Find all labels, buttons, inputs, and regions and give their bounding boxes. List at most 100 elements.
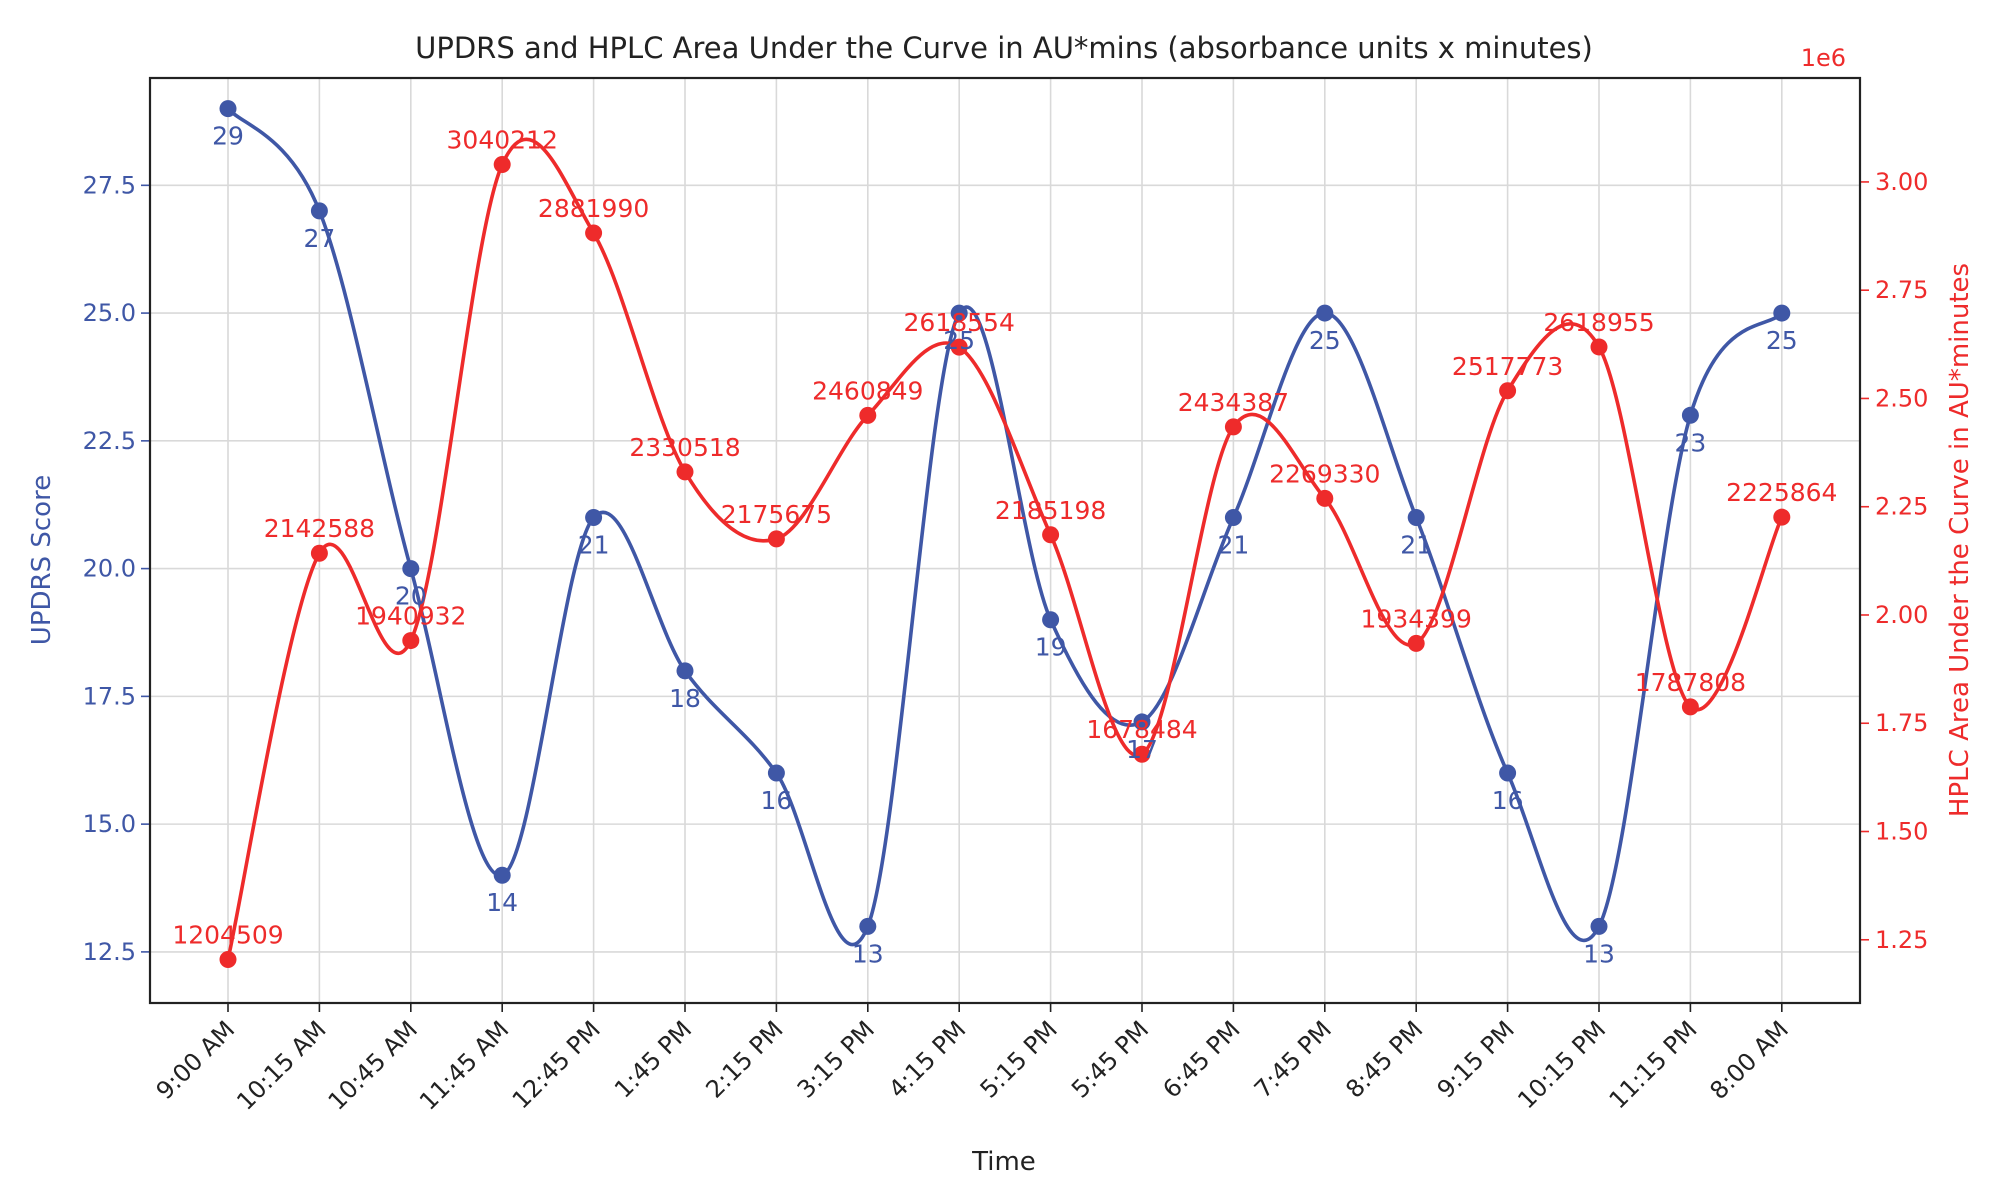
right-y-tick-label: 2.50 (1875, 384, 1928, 412)
hplc-data-label: 1787808 (1635, 668, 1746, 697)
hplc-data-point (1499, 382, 1517, 400)
left-y-axis-label: UPDRS Score (27, 475, 57, 645)
right-y-tick-label: 2.00 (1875, 601, 1928, 629)
x-tick-label: 11:45 AM (414, 1015, 514, 1115)
hplc-data-point (219, 950, 237, 968)
hplc-data-label: 2517773 (1452, 352, 1563, 381)
hplc-data-point (1773, 508, 1791, 526)
hplc-data-label: 1678484 (1086, 715, 1197, 744)
hplc-data-label: 2434387 (1178, 388, 1289, 417)
x-tick-label: 10:45 AM (323, 1015, 423, 1115)
hplc-data-label: 1940932 (355, 602, 466, 631)
updrs-data-label: 25 (1766, 326, 1798, 355)
updrs-data-point (1773, 304, 1791, 322)
x-axis-label: Time (971, 1147, 1036, 1177)
updrs-data-point (585, 509, 603, 527)
data-labels: 29 27 20 14 21 18 16 13 25 19 17 21 25 21 16 13 23 25 1204… (172, 122, 1837, 969)
left-y-tick-label: 25.0 (83, 299, 136, 327)
hplc-data-label: 2142588 (264, 514, 375, 543)
updrs-data-label: 20 (395, 582, 427, 611)
updrs-data-point (402, 560, 420, 578)
hplc-data-point (1681, 698, 1699, 716)
updrs-data-point (1590, 917, 1608, 935)
hplc-data-point (1407, 634, 1425, 652)
hplc-data-point (402, 632, 420, 650)
series-layer (219, 100, 1791, 968)
hplc-data-label: 1204509 (172, 920, 283, 949)
hplc-data-label: 2881990 (538, 194, 649, 223)
right-axis-multiplier: 1e6 (1801, 44, 1846, 72)
updrs-data-point (219, 100, 237, 118)
updrs-data-label: 13 (852, 939, 884, 968)
left-y-tick-label: 15.0 (83, 810, 136, 838)
hplc-data-point (1590, 338, 1608, 356)
x-tick-label: 11:15 PM (1604, 1015, 1703, 1114)
updrs-data-label: 21 (1400, 531, 1432, 560)
x-tick-label: 8:00 AM (1704, 1015, 1794, 1105)
x-tick-label: 8:45 PM (1340, 1015, 1428, 1103)
updrs-series-line (226, 107, 1784, 947)
hplc-data-point (859, 406, 877, 424)
hplc-data-label: 2460849 (812, 376, 923, 405)
x-tick-label: 5:15 PM (975, 1015, 1063, 1103)
hplc-data-label: 3040212 (447, 126, 558, 155)
left-y-tick-label: 27.5 (83, 171, 136, 199)
hplc-data-point (767, 530, 785, 548)
x-tick-label: 3:15 PM (792, 1015, 880, 1103)
hplc-data-point (585, 224, 603, 242)
updrs-data-point (1224, 509, 1242, 527)
updrs-data-point (1133, 713, 1151, 731)
updrs-data-point (1042, 611, 1060, 629)
updrs-data-label: 14 (486, 888, 518, 917)
x-tick-label: 9:15 PM (1432, 1015, 1520, 1103)
updrs-data-label: 27 (303, 224, 335, 253)
x-tick-label: 9:00 AM (151, 1015, 241, 1105)
left-y-tick-label: 17.5 (83, 682, 136, 710)
updrs-data-point (1499, 764, 1517, 782)
x-tick-label: 6:45 PM (1157, 1015, 1245, 1103)
hplc-data-point (1133, 745, 1151, 763)
updrs-data-label: 16 (1492, 786, 1524, 815)
right-y-axis-label: HPLC Area Under the Curve in AU*minutes (1945, 263, 1975, 817)
updrs-data-point (310, 202, 328, 220)
x-tick-label: 2:15 PM (700, 1015, 788, 1103)
updrs-data-label: 21 (578, 531, 610, 560)
updrs-data-point (767, 764, 785, 782)
updrs-data-label: 18 (669, 684, 701, 713)
updrs-data-label: 25 (943, 326, 975, 355)
updrs-data-label: 25 (1309, 326, 1341, 355)
hplc-series-line (226, 137, 1784, 960)
hplc-data-point (676, 463, 694, 481)
hplc-data-point (1042, 526, 1060, 544)
left-y-tick-label: 20.0 (83, 555, 136, 583)
x-tick-label: 1:45 PM (609, 1015, 697, 1103)
x-tick-label: 10:15 AM (231, 1015, 331, 1115)
hplc-data-label: 2618955 (1543, 308, 1654, 337)
x-tick-label: 10:15 PM (1512, 1015, 1611, 1114)
right-y-tick-label: 2.25 (1875, 493, 1928, 521)
hplc-data-point (950, 338, 968, 356)
hplc-data-label: 2175675 (721, 500, 832, 529)
x-tick-label: 5:45 PM (1066, 1015, 1154, 1103)
updrs-data-point (1681, 406, 1699, 424)
hplc-data-point (1224, 418, 1242, 436)
updrs-data-point (493, 866, 511, 884)
updrs-data-label: 21 (1217, 531, 1249, 560)
updrs-data-label: 19 (1035, 633, 1067, 662)
hplc-data-label: 2618554 (904, 308, 1015, 337)
hplc-data-label: 2185198 (995, 496, 1106, 525)
right-y-tick-label: 1.75 (1875, 709, 1928, 737)
right-y-tick-label: 1.25 (1875, 926, 1928, 954)
updrs-data-point (676, 662, 694, 680)
right-y-tick-label: 2.75 (1875, 276, 1928, 304)
grid (150, 78, 1860, 1003)
hplc-data-point (310, 544, 328, 562)
updrs-data-label: 13 (1583, 939, 1615, 968)
updrs-data-label: 16 (760, 786, 792, 815)
left-y-tick-label: 22.5 (83, 427, 136, 455)
plot-frame (148, 76, 1862, 1005)
hplc-data-label: 2225864 (1726, 478, 1837, 507)
chart-title: UPDRS and HPLC Area Under the Curve in A… (415, 31, 1593, 65)
